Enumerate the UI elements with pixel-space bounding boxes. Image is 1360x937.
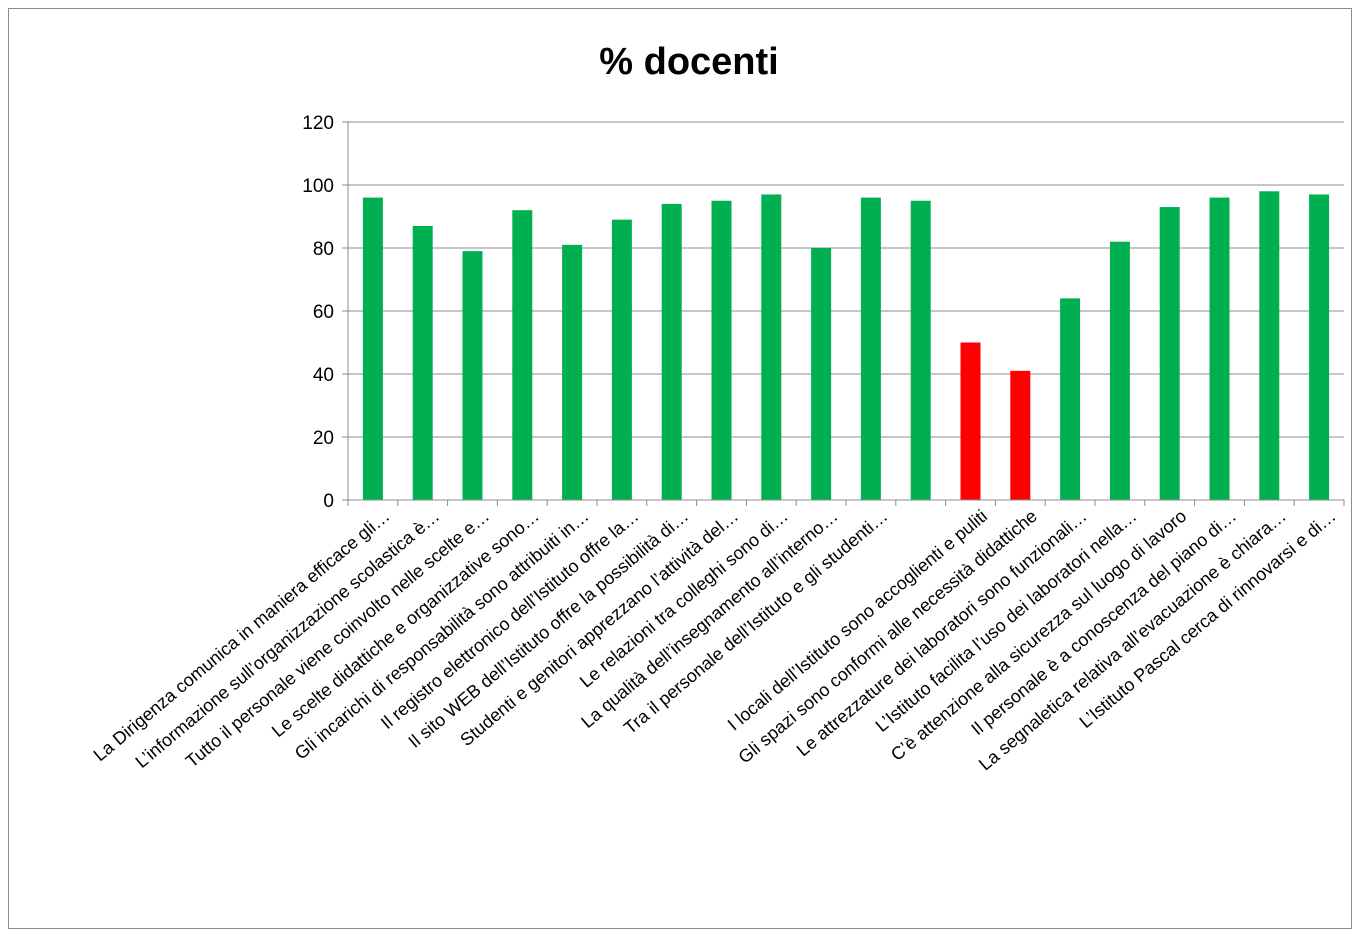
y-tick-label: 20 xyxy=(313,428,334,449)
bar xyxy=(1209,197,1230,500)
x-category-labels: La Dirigenza comunica in maniera efficac… xyxy=(90,506,1340,775)
bar xyxy=(711,200,732,500)
bar xyxy=(1259,191,1280,501)
y-tick-label: 80 xyxy=(313,239,334,260)
bar xyxy=(910,200,931,500)
bar-chart: % docenti 0 20 40 60 80 100 120 La Dirigenza c… xyxy=(90,41,1345,775)
bar xyxy=(1109,241,1130,500)
bar xyxy=(562,244,583,500)
bar xyxy=(512,210,533,500)
y-tick-label: 100 xyxy=(302,176,334,197)
y-tick-label: 0 xyxy=(323,491,334,512)
chart-title: % docenti xyxy=(599,41,778,83)
bar xyxy=(860,197,881,500)
bar xyxy=(661,203,682,500)
bar xyxy=(960,342,981,500)
bar xyxy=(611,219,632,500)
chart-frame: % docenti 0 20 40 60 80 100 120 La Dirigenza c… xyxy=(8,8,1352,929)
y-tick-label: 60 xyxy=(313,302,334,323)
bar xyxy=(412,225,433,500)
bar xyxy=(1060,298,1081,500)
bar xyxy=(761,194,782,500)
y-tick-label: 120 xyxy=(302,113,334,134)
bar xyxy=(362,197,383,500)
bar xyxy=(1309,194,1330,500)
bar xyxy=(811,248,832,500)
y-tick-labels: 0 20 40 60 80 100 120 xyxy=(302,113,334,512)
axes xyxy=(342,121,1345,506)
bars xyxy=(362,191,1330,501)
bar xyxy=(1159,207,1180,501)
bar xyxy=(462,251,483,500)
gridlines xyxy=(348,121,1344,438)
bar xyxy=(1010,370,1031,500)
y-tick-label: 40 xyxy=(313,365,334,386)
